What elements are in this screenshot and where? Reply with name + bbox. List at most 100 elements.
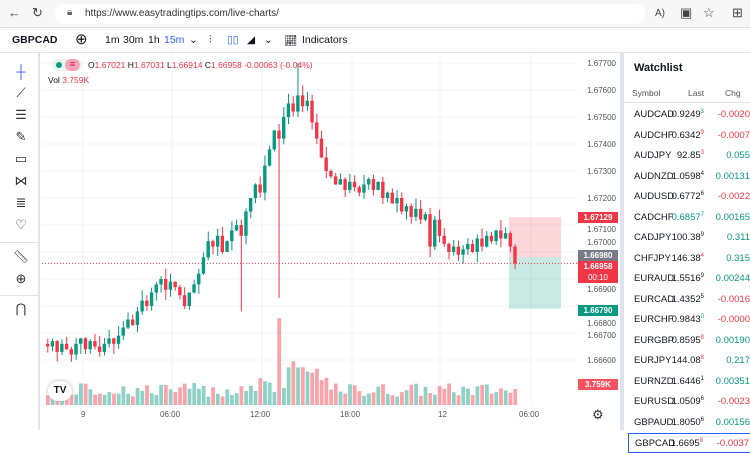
- profit-zone: [509, 217, 561, 258]
- candle-body: [409, 206, 413, 217]
- volume-bar: [197, 388, 201, 405]
- header-symbol[interactable]: Symbol: [632, 88, 661, 98]
- read-aloud-icon[interactable]: A): [655, 8, 665, 19]
- watchlist-row[interactable]: AUDJPY 92.853 0.055: [628, 146, 750, 166]
- candle-body: [286, 103, 291, 117]
- reload-icon[interactable]: ↻: [32, 5, 43, 20]
- trend-line-icon[interactable]: ⟋: [16, 85, 26, 100]
- volume-bar: [503, 390, 508, 405]
- row-symbol: EURCHF: [634, 314, 674, 325]
- row-change: -0.0000: [717, 314, 750, 325]
- volume-bar: [484, 384, 489, 405]
- volume-bar: [182, 383, 187, 405]
- watchlist-row[interactable]: CADCHF 0.68577 0.00165: [628, 208, 750, 228]
- candle-body: [305, 100, 309, 107]
- collections-icon[interactable]: ⊞: [732, 5, 743, 20]
- volume-bar: [102, 394, 107, 405]
- open-label: O: [88, 60, 95, 70]
- header-chg[interactable]: Chg: [725, 88, 741, 98]
- watchlist-row[interactable]: EURNZD 1.64461 0.00351: [628, 372, 750, 392]
- candle-body: [442, 235, 446, 244]
- market-status-badge[interactable]: ≡: [52, 59, 82, 71]
- volume-bar: [225, 389, 230, 405]
- candle-body: [371, 179, 376, 190]
- bars-icon[interactable]: ⫶: [209, 34, 212, 46]
- watchlist-row[interactable]: AUDCHF 0.63429 -0.0007: [628, 126, 750, 146]
- watchlist-row[interactable]: CHFJPY 146.384 0.315: [628, 249, 750, 269]
- candle-body: [258, 184, 262, 193]
- heart-icon[interactable]: ♡: [15, 217, 27, 232]
- back-icon[interactable]: ←: [8, 5, 21, 20]
- symbol-selector[interactable]: GBPCAD: [12, 34, 58, 46]
- price-label: 1.66900: [587, 285, 616, 294]
- volume-legend: Vol 3.759K: [48, 75, 89, 85]
- candle-body: [182, 295, 187, 306]
- watchlist-row[interactable]: AUDCAD 0.92493 -0.0020: [628, 105, 750, 125]
- interval-15m[interactable]: 15m: [164, 34, 185, 46]
- volume-bar: [107, 392, 112, 405]
- crosshair-icon[interactable]: ┼: [16, 64, 26, 79]
- reader-icon[interactable]: ▣: [680, 5, 693, 20]
- volume-bar: [187, 388, 192, 405]
- last-pip: 3: [700, 150, 704, 156]
- candle-body: [164, 279, 168, 290]
- watchlist-row[interactable]: GBPCAD 1.66958 -0.0037: [628, 433, 750, 453]
- chart-area[interactable]: ≡ O1.67021 H1.67031 L1.66914 C1.66958 -0…: [42, 53, 578, 405]
- volume-bar: [130, 396, 135, 405]
- fib-icon[interactable]: ☰: [15, 107, 27, 122]
- prediction-icon[interactable]: ≣: [15, 195, 27, 210]
- magnet-icon[interactable]: ⋂: [15, 301, 27, 316]
- pattern-icon[interactable]: ⋈: [14, 173, 28, 188]
- volume-bar: [362, 395, 367, 405]
- chevron-down-icon[interactable]: ⌄: [264, 34, 273, 46]
- interval-30m[interactable]: 30m: [123, 34, 144, 46]
- zoom-in-icon[interactable]: ⊕: [15, 271, 27, 286]
- watchlist-row[interactable]: EURCHF 0.98430 -0.0000: [628, 310, 750, 330]
- volume-bar: [140, 390, 145, 405]
- watchlist-row[interactable]: EURUSD 1.05096 -0.0023: [628, 392, 750, 412]
- watchlist-row[interactable]: EURAUD 1.55169 0.00244: [628, 269, 750, 289]
- chart-toolbar: GBPCAD ⊕ 1m 30m 1h 15m ⌄ ⫶ ▯▯ ◢ ⌄ 📈︎ Ind…: [0, 28, 750, 53]
- watchlist-row[interactable]: CADJPY 100.389 0.311: [628, 228, 750, 248]
- volume-bar: [418, 395, 423, 405]
- watchlist-row[interactable]: EURGBP 0.85958 0.00190: [628, 331, 750, 351]
- watchlist-row[interactable]: EURCAD 1.43525 -0.0016: [628, 290, 750, 310]
- interval-1m[interactable]: 1m: [105, 34, 120, 46]
- price-axis[interactable]: 1.67700 1.67600 1.67500 1.67400 1.67300 1.672…: [578, 53, 620, 430]
- settings-gear-icon[interactable]: ⚙: [592, 407, 604, 422]
- compare-icon[interactable]: ⊕: [75, 31, 88, 48]
- volume-bar: [494, 392, 499, 405]
- candlestick-chart[interactable]: [42, 53, 578, 405]
- last-value: 144.08: [671, 355, 701, 367]
- volume-label: Vol: [48, 75, 60, 85]
- indicators-icon[interactable]: 📈︎: [284, 35, 298, 47]
- time-label: 12: [438, 410, 447, 419]
- chevron-down-icon[interactable]: ⌄: [189, 34, 198, 46]
- volume-bar: [83, 383, 88, 405]
- favorite-icon[interactable]: ☆: [703, 5, 715, 20]
- indicators-button[interactable]: Indicators: [302, 34, 348, 46]
- volume-bar: [192, 383, 197, 405]
- candle-body: [145, 300, 149, 306]
- watchlist-row[interactable]: GBPAUD 1.80506 0.00156: [628, 413, 750, 433]
- address-bar[interactable]: 🔒︎ https://www.easytradingtips.com/live-…: [55, 4, 645, 24]
- brush-icon[interactable]: ✎: [15, 129, 27, 144]
- watchlist-row[interactable]: EURJPY 144.088 0.217: [628, 351, 750, 371]
- volume-bar: [329, 389, 333, 405]
- volume-bar: [93, 394, 97, 405]
- shape-icon[interactable]: ▭: [14, 151, 28, 166]
- row-symbol: AUDJPY: [634, 150, 672, 161]
- ruler-icon[interactable]: 📏︎: [12, 249, 30, 264]
- row-last: 1.66958: [671, 438, 703, 449]
- watchlist-row[interactable]: AUDUSD 0.67726 -0.0022: [628, 187, 750, 207]
- header-last[interactable]: Last: [688, 88, 705, 98]
- tradingview-logo[interactable]: TV: [48, 381, 72, 401]
- last-value: 1.8050: [671, 416, 701, 428]
- area-icon[interactable]: ◢: [247, 34, 256, 46]
- candle-body: [385, 192, 390, 198]
- candle-body: [149, 292, 154, 306]
- candles-icon[interactable]: ▯▯: [227, 34, 239, 46]
- watchlist-row[interactable]: AUDNZD 1.05984 0.00131: [628, 167, 750, 187]
- row-symbol: AUDUSD: [634, 191, 675, 202]
- interval-1h[interactable]: 1h: [148, 34, 160, 46]
